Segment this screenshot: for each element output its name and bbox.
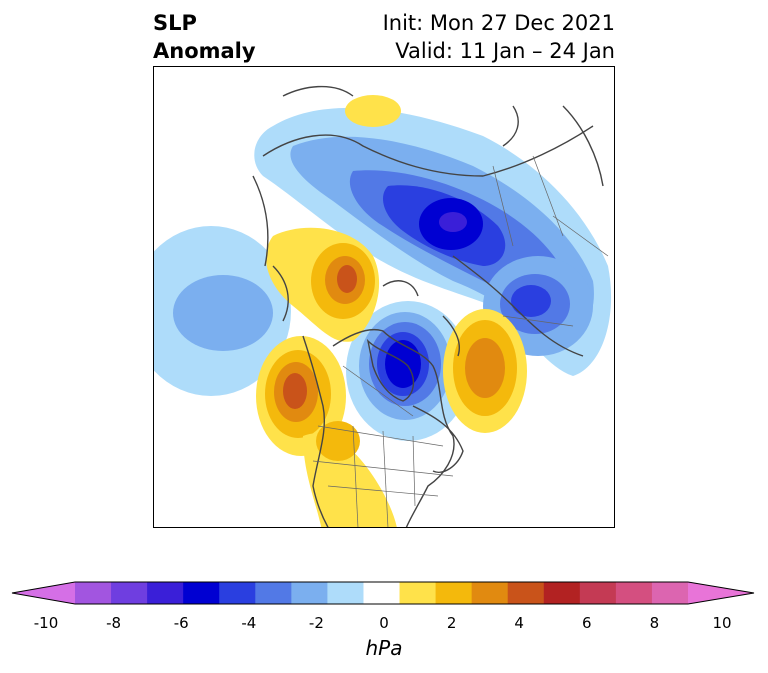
colorbar-tick-label: 0 bbox=[379, 614, 389, 632]
colorbar-tick-label: -8 bbox=[106, 614, 122, 632]
colorbar-tick-label: 6 bbox=[582, 614, 592, 632]
colorbar-segment bbox=[471, 582, 509, 604]
colorbar-segment bbox=[75, 582, 112, 604]
colorbar-segments bbox=[12, 582, 754, 604]
colorbar-extend-high bbox=[688, 582, 754, 604]
colorbar-segment bbox=[147, 582, 184, 604]
colorbar-segment bbox=[579, 582, 617, 604]
colorbar-tick-label: 10 bbox=[712, 614, 732, 632]
colorbar-extend-low bbox=[12, 582, 75, 604]
colorbar-tick-label: -2 bbox=[308, 614, 324, 632]
title-right: Init: Mon 27 Dec 2021 Valid: 11 Jan – 24… bbox=[383, 9, 615, 65]
colorbar-tick-label: 8 bbox=[649, 614, 660, 632]
colorbar-tick-label: 2 bbox=[446, 614, 457, 632]
colorbar-segment bbox=[255, 582, 292, 604]
colorbar-segment bbox=[111, 582, 148, 604]
colorbar-segment bbox=[183, 582, 220, 604]
coastlines bbox=[252, 85, 604, 528]
colorbar-segment bbox=[507, 582, 545, 604]
title-left: SLP Anomaly bbox=[153, 9, 256, 65]
colorbar-segment bbox=[363, 582, 401, 604]
colorbar-segment bbox=[219, 582, 256, 604]
colorbar-segment bbox=[435, 582, 473, 604]
colorbar-segment bbox=[399, 582, 437, 604]
valid-range: Valid: 11 Jan – 24 Jan bbox=[395, 39, 615, 63]
colorbar bbox=[11, 581, 755, 605]
anomaly-alaska-high bbox=[265, 227, 380, 342]
anomaly-north-atlantic-high bbox=[443, 309, 527, 433]
colorbar-tick-label: -10 bbox=[33, 614, 59, 632]
title-line-1: SLP bbox=[153, 11, 197, 35]
slp-anomaly-map bbox=[153, 66, 615, 528]
colorbar-segment bbox=[615, 582, 653, 604]
init-date: Init: Mon 27 Dec 2021 bbox=[382, 11, 615, 35]
anomaly-hudson-bay-low bbox=[346, 301, 470, 441]
colorbar-segment bbox=[651, 582, 689, 604]
anomaly-north-pacific-low bbox=[153, 226, 291, 396]
colorbar-tick-label: 4 bbox=[514, 614, 524, 632]
borders bbox=[312, 155, 609, 528]
colorbar-tick-label: -4 bbox=[241, 614, 257, 632]
colorbar-outline bbox=[11, 581, 755, 605]
colorbar-tick-label: -6 bbox=[173, 614, 189, 632]
colorbar-segment bbox=[327, 582, 364, 604]
colorbar-segment bbox=[291, 582, 328, 604]
colorbar-segment bbox=[543, 582, 581, 604]
title-line-2: Anomaly bbox=[153, 39, 256, 63]
colorbar-unit: hPa bbox=[365, 636, 403, 660]
anomaly-gulf-alaska-high bbox=[256, 336, 346, 456]
anomaly-north-europe-high bbox=[345, 95, 401, 127]
